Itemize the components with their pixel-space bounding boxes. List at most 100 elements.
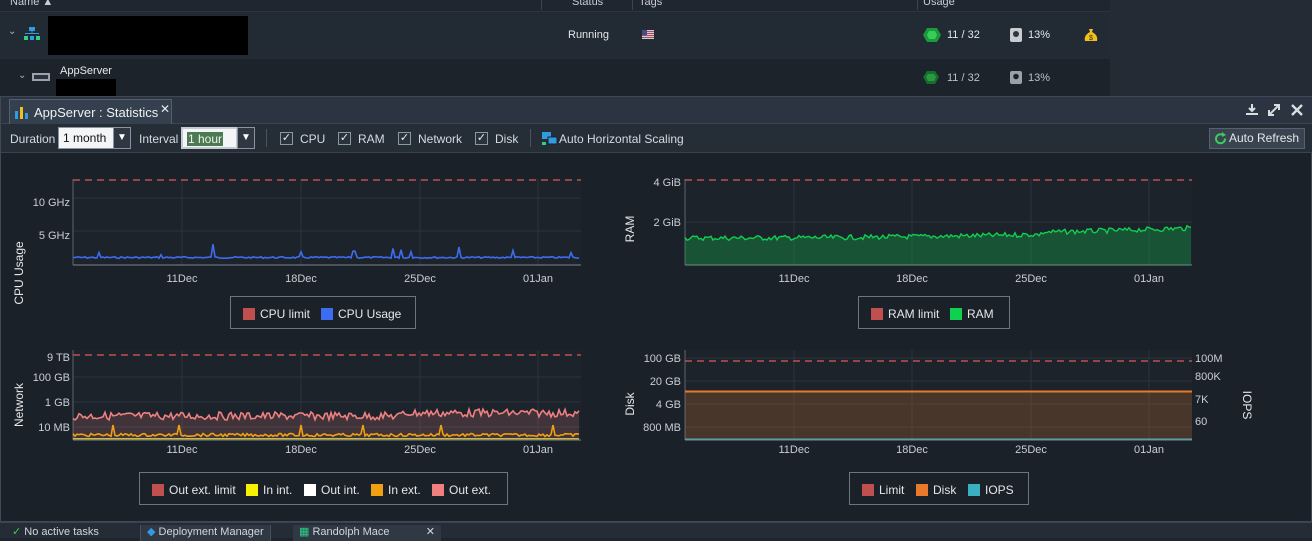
disk-checkbox[interactable]: ✓ xyxy=(475,132,488,145)
maximize-icon[interactable] xyxy=(1268,104,1280,116)
node-name: AppServer xyxy=(60,65,112,77)
auto-refresh-button[interactable]: Auto Refresh xyxy=(1209,128,1305,149)
duration-select[interactable]: 1 month xyxy=(58,127,114,149)
close-tab-icon[interactable]: ✕ xyxy=(160,102,171,116)
panel-title: AppServer : Statistics xyxy=(34,105,159,120)
cpu-xtick: 11Dec xyxy=(167,273,198,285)
ram-xtick: 18Dec xyxy=(896,273,928,285)
legend-item-out-int[interactable]: Out int. xyxy=(304,483,360,497)
auto-scaling-icon xyxy=(542,132,558,145)
ram-checkbox-label: RAM xyxy=(358,132,385,146)
statistics-toolbar: Duration 1 month ▼ Interval 1 hour ▼ ✓ C… xyxy=(1,124,1312,153)
panel-tab-bar: AppServer : Statistics ✕ xyxy=(1,97,1312,124)
duration-label: Duration xyxy=(10,132,56,146)
network-plot-area xyxy=(73,350,581,440)
status-bar: ✓ No active tasks ◆ Deployment Manager ▦… xyxy=(0,522,1312,541)
interval-select[interactable]: 1 hour xyxy=(181,127,238,149)
cloudlet-icon xyxy=(923,71,939,84)
statistics-panel: AppServer : Statistics ✕ Duration 1 mont… xyxy=(0,96,1312,522)
close-tab-icon: ✕ xyxy=(425,526,435,538)
iops-ytick: 100M xyxy=(1195,353,1223,365)
ram-ytick: 2 GiB xyxy=(653,217,681,229)
legend-item-iops[interactable]: IOPS xyxy=(968,483,1014,497)
environment-row[interactable]: ⌄ Running 11 / 32 13% $ xyxy=(0,11,1110,59)
ram-xtick: 25Dec xyxy=(1015,273,1047,285)
cpu-checkbox[interactable]: ✓ xyxy=(280,132,293,145)
chevron-down-icon[interactable]: ▼ xyxy=(237,127,255,149)
cpu-ytick: 5 GHz xyxy=(39,230,70,242)
charts-canvas: CPU Usage 10 GHz 5 GHz 11Dec 18Dec 25Dec… xyxy=(12,177,1254,456)
disk-xtick: 18Dec xyxy=(896,444,928,456)
disk-usage-text: 13% xyxy=(1028,29,1051,41)
legend-item-limit[interactable]: Limit xyxy=(862,483,904,497)
interval-value: 1 hour xyxy=(187,132,224,146)
expand-chevron-icon[interactable]: ⌄ xyxy=(18,70,27,81)
ram-checkbox[interactable]: ✓ xyxy=(338,132,351,145)
legend-item-cpu-usage[interactable]: CPU Usage xyxy=(321,307,401,321)
legend-item-ram-limit[interactable]: RAM limit xyxy=(871,307,939,321)
cpu-legend: CPU limit CPU Usage xyxy=(230,296,416,329)
cpu-ytick: 10 GHz xyxy=(33,197,70,209)
legend-item-cpu-limit[interactable]: CPU limit xyxy=(243,307,310,321)
cloudlet-usage-text: 11 / 32 xyxy=(947,29,980,41)
column-header-name[interactable]: Name ▲ xyxy=(10,0,54,8)
svg-text:$: $ xyxy=(1089,35,1093,42)
column-header-tags[interactable]: Tags xyxy=(639,0,663,8)
iops-ytick: 800K xyxy=(1195,371,1221,383)
cpu-xtick: 18Dec xyxy=(285,273,317,285)
chevron-down-icon[interactable]: ▼ xyxy=(113,127,131,149)
disk-ytick: 800 MB xyxy=(643,422,681,434)
network-ytick: 100 GB xyxy=(33,372,70,384)
column-header-status[interactable]: Status xyxy=(572,0,604,8)
legend-item-in-ext[interactable]: In ext. xyxy=(371,483,421,497)
ram-xtick: 11Dec xyxy=(779,273,810,285)
money-bag-icon[interactable]: $ xyxy=(1084,27,1098,43)
close-icon[interactable] xyxy=(1291,104,1303,116)
disk-xtick: 25Dec xyxy=(1015,444,1047,456)
tab-statistics[interactable]: AppServer : Statistics ✕ xyxy=(9,99,172,124)
legend-item-disk[interactable]: Disk xyxy=(916,483,956,497)
tasks-status: ✓ No active tasks xyxy=(12,526,99,538)
network-checkbox[interactable]: ✓ xyxy=(398,132,411,145)
cpu-xtick: 01Jan xyxy=(523,273,553,285)
environment-topology-icon xyxy=(24,27,40,40)
cpu-checkbox-label: CPU xyxy=(300,132,326,146)
disk-xtick: 01Jan xyxy=(1134,444,1164,456)
legend-item-ram[interactable]: RAM xyxy=(950,307,994,321)
environment-grid: Name ▲ Status Tags Usage ⌄ Running 11 / … xyxy=(0,0,1110,96)
disk-ytick: 20 GB xyxy=(650,376,681,388)
node-row[interactable]: ⌄ AppServer 11 / 32 13% xyxy=(0,59,1110,96)
download-icon[interactable] xyxy=(1246,104,1258,116)
expand-chevron-icon[interactable]: ⌄ xyxy=(8,26,17,37)
column-header-usage[interactable]: Usage xyxy=(923,0,955,8)
network-ytick: 10 MB xyxy=(38,422,70,434)
refresh-icon xyxy=(1215,132,1226,145)
disk-checkbox-label: Disk xyxy=(495,132,519,146)
grid-empty-area xyxy=(1110,0,1312,96)
ram-ylabel: RAM xyxy=(623,216,637,243)
iops-ytick: 7K xyxy=(1195,394,1209,406)
network-xtick: 18Dec xyxy=(285,444,317,456)
check-icon: ✓ xyxy=(12,526,22,538)
network-xtick: 01Jan xyxy=(523,444,553,456)
network-xtick: 11Dec xyxy=(167,444,198,456)
disk-icon xyxy=(1010,28,1022,42)
network-legend: Out ext. limit In int. Out int. In ext. … xyxy=(139,472,508,505)
auto-scaling-button[interactable]: Auto Horizontal Scaling xyxy=(559,132,684,146)
ram-ytick: 4 GiB xyxy=(653,177,681,189)
ram-legend: RAM limit RAM xyxy=(858,296,1010,329)
legend-item-out-ext[interactable]: Out ext. xyxy=(432,483,491,497)
legend-item-out-ext-limit[interactable]: Out ext. limit xyxy=(152,483,236,497)
ram-area xyxy=(685,225,1191,265)
in-ext-line xyxy=(72,424,580,438)
interval-label: Interval xyxy=(139,132,179,146)
disk-legend: Limit Disk IOPS xyxy=(849,472,1029,505)
us-flag-icon xyxy=(642,30,654,39)
legend-item-in-int[interactable]: In int. xyxy=(246,483,292,497)
tab-randolph-mace[interactable]: ▦ Randolph Mace ✕ xyxy=(293,525,441,541)
auto-refresh-label: Auto Refresh xyxy=(1229,131,1300,145)
tab-deployment-manager[interactable]: ◆ Deployment Manager xyxy=(140,525,271,541)
network-ytick: 1 GB xyxy=(45,397,70,409)
disk-plot-area xyxy=(685,350,1192,440)
topology-icon: ▦ xyxy=(299,526,310,538)
